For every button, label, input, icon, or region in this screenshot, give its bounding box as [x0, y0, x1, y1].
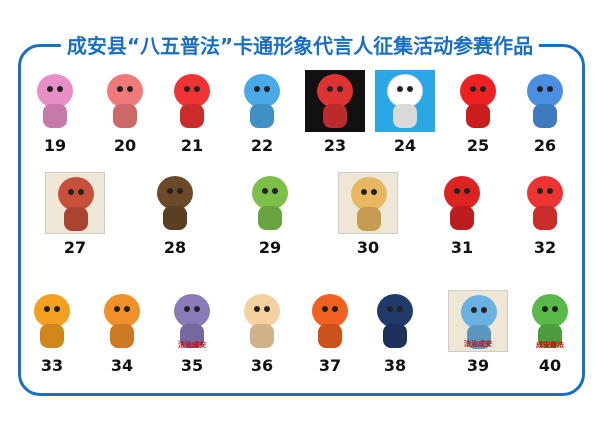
entry-number: 24 [393, 136, 417, 155]
entry-number: 36 [250, 356, 274, 375]
mascot-image [145, 172, 205, 234]
entry-40: 成安普法 40 [515, 290, 585, 375]
entry-number: 34 [110, 356, 134, 375]
entry-number: 19 [43, 136, 67, 155]
entry-39: 法治成安 39 [443, 290, 513, 375]
entry-number: 35 [180, 356, 204, 375]
mascot-image [240, 172, 300, 234]
entry-24: 24 [370, 70, 440, 155]
mascot-image [300, 290, 360, 352]
entry-31: 31 [427, 172, 497, 257]
entry-number: 22 [250, 136, 274, 155]
entry-number: 37 [318, 356, 342, 375]
entry-number: 28 [163, 238, 187, 257]
mascot-image [338, 172, 398, 234]
mascot-image [95, 70, 155, 132]
entry-33: 33 [17, 290, 87, 375]
entry-19: 19 [20, 70, 90, 155]
poster-title: 成安县“八五普法”卡通形象代言人征集活动参赛作品 [60, 30, 540, 59]
mascot-image [232, 290, 292, 352]
entry-21: 21 [157, 70, 227, 155]
mascot-image: 成安普法 [520, 290, 580, 352]
entry-number: 40 [538, 356, 562, 375]
entry-36: 36 [227, 290, 297, 375]
mascot-image: 法治成安 [448, 290, 508, 352]
entry-25: 25 [443, 70, 513, 155]
entry-number: 20 [113, 136, 137, 155]
mascot-logo-text: 成安普法 [536, 341, 564, 349]
mascot-image [25, 70, 85, 132]
entry-35: 法治成安 35 [157, 290, 227, 375]
entry-26: 26 [510, 70, 580, 155]
entry-number: 39 [466, 356, 490, 375]
mascot-image [232, 70, 292, 132]
mascot-image [162, 70, 222, 132]
mascot-image [92, 290, 152, 352]
mascot-image [515, 172, 575, 234]
mascot-image [45, 172, 105, 234]
entry-20: 20 [90, 70, 160, 155]
mascot-image [365, 290, 425, 352]
entry-number: 26 [533, 136, 557, 155]
entry-22: 22 [227, 70, 297, 155]
entry-number: 25 [466, 136, 490, 155]
entry-23: 23 [300, 70, 370, 155]
mascot-logo-text: 法治成安 [464, 340, 492, 348]
mascot-image [515, 70, 575, 132]
mascot-image [448, 70, 508, 132]
mascot-image [375, 70, 435, 132]
entry-34: 34 [87, 290, 157, 375]
entry-number: 27 [63, 238, 87, 257]
entry-27: 27 [40, 172, 110, 257]
mascot-logo-text: 法治成安 [178, 341, 206, 349]
mascot-image [22, 290, 82, 352]
mascot-image [305, 70, 365, 132]
mascot-image [432, 172, 492, 234]
entry-28: 28 [140, 172, 210, 257]
entry-29: 29 [235, 172, 305, 257]
entry-37: 37 [295, 290, 365, 375]
entry-number: 21 [180, 136, 204, 155]
entry-number: 38 [383, 356, 407, 375]
mascot-image: 法治成安 [162, 290, 222, 352]
entry-number: 23 [323, 136, 347, 155]
entry-number: 29 [258, 238, 282, 257]
entry-number: 31 [450, 238, 474, 257]
entry-number: 33 [40, 356, 64, 375]
entry-32: 32 [510, 172, 580, 257]
entry-38: 38 [360, 290, 430, 375]
entry-number: 30 [356, 238, 380, 257]
entry-30: 30 [333, 172, 403, 257]
entry-number: 32 [533, 238, 557, 257]
